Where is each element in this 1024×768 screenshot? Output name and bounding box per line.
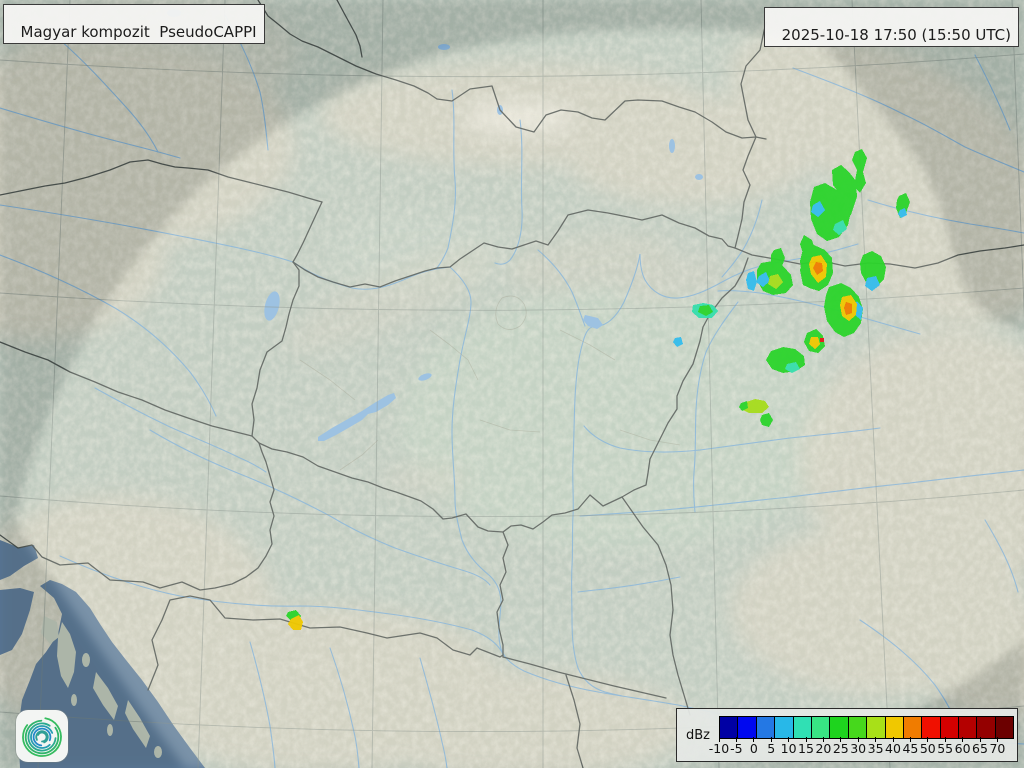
legend-swatch <box>958 716 978 739</box>
legend-swatch <box>792 716 812 739</box>
legend-tick-value: 25 <box>832 741 849 756</box>
spiral-logo-icon <box>22 717 62 757</box>
radar-echo-cell <box>813 262 823 275</box>
legend-unit-label: dBz <box>686 728 710 743</box>
legend-tick <box>892 737 894 742</box>
legend-tick-value: 45 <box>902 741 919 756</box>
legend-tick <box>857 737 859 742</box>
legend-tick <box>944 737 946 742</box>
legend-tick <box>979 737 981 742</box>
legend-tick <box>927 737 929 742</box>
radar-echo-cell <box>833 220 847 235</box>
legend-tick <box>735 737 737 742</box>
legend-swatch <box>976 716 996 739</box>
product-title-label: Magyar kompozit PseudoCAPPI <box>20 23 257 41</box>
legend-swatch <box>737 716 757 739</box>
legend-tick-value: 55 <box>937 741 954 756</box>
legend-swatch <box>719 716 739 739</box>
radar-echo-cell <box>673 337 683 347</box>
legend-tick <box>875 737 877 742</box>
radar-echo-cell <box>760 413 773 427</box>
radar-echo-cell <box>288 615 303 630</box>
product-title-box: Magyar kompozit PseudoCAPPI <box>3 4 265 44</box>
met-service-logo <box>16 710 68 762</box>
radar-echo-layer <box>286 149 910 630</box>
radar-echo-cell <box>785 362 800 373</box>
legend-swatch <box>829 716 849 739</box>
legend-tick-value: 20 <box>815 741 832 756</box>
legend-tick-value: -5 <box>730 741 743 756</box>
legend-swatch <box>921 716 941 739</box>
legend-tick-value: 70 <box>989 741 1006 756</box>
radar-echo-cell <box>809 337 820 349</box>
legend-tick-value: -10 <box>708 741 730 756</box>
legend-tick <box>805 737 807 742</box>
legend-tick-value: 65 <box>972 741 988 756</box>
legend-tick <box>822 737 824 742</box>
legend-tick <box>788 737 790 742</box>
legend-tick <box>840 737 842 742</box>
legend-tick-value: 40 <box>885 741 901 756</box>
legend-tick-value: 30 <box>850 741 867 756</box>
legend-swatch <box>994 716 1015 739</box>
radar-echo-cell <box>756 272 770 287</box>
legend-swatch <box>884 716 904 739</box>
legend-tick-value: 10 <box>780 741 797 756</box>
legend-swatch <box>902 716 923 739</box>
timestamp-box: 2025-10-18 17:50 (15:50 UTC) <box>764 7 1019 47</box>
radar-echo-cell <box>865 276 880 291</box>
radar-echo-cell <box>844 302 852 315</box>
timestamp-label: 2025-10-18 17:50 (15:50 UTC) <box>781 26 1011 44</box>
radar-echo-cell <box>741 399 769 413</box>
radar-echo-cell <box>898 208 907 218</box>
legend-tick <box>996 737 998 742</box>
legend-tick <box>718 737 720 742</box>
legend-tick-value: 60 <box>954 741 971 756</box>
radar-echo-cell <box>746 271 757 291</box>
radar-echo-cell <box>739 401 748 411</box>
legend-tick-value: 50 <box>919 741 936 756</box>
legend-swatch <box>847 716 868 739</box>
legend-tick <box>962 737 964 742</box>
legend-tick <box>753 737 755 742</box>
legend-tick-value: 5 <box>767 741 776 756</box>
radar-echo-cell <box>698 305 713 316</box>
legend-swatch <box>866 716 886 739</box>
radar-echo-cell <box>811 201 825 217</box>
legend-tick-value: 35 <box>867 741 884 756</box>
legend-tick <box>909 737 911 742</box>
legend-swatch <box>755 716 776 739</box>
legend-swatch <box>774 716 794 739</box>
radar-echo-cell <box>820 338 824 342</box>
legend-color-scale <box>719 716 1015 739</box>
reflectivity-legend: dBz -10 -5 0 5 10 15 20 25 30 35 40 45 50 55 60 65 70 <box>676 708 1018 762</box>
legend-tick-value: 0 <box>749 741 758 756</box>
legend-tick <box>770 737 772 742</box>
legend-swatch <box>810 716 831 739</box>
radar-echo-cell <box>768 274 783 289</box>
legend-swatch <box>939 716 960 739</box>
radar-echo-cell <box>860 251 886 287</box>
legend-tick-value: 15 <box>798 741 814 756</box>
